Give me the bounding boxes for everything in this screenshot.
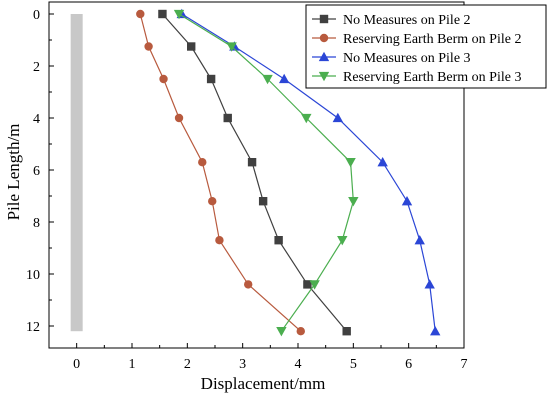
data-point [430, 326, 441, 336]
data-point [274, 236, 283, 245]
data-point [348, 197, 359, 207]
data-point [158, 9, 167, 19]
legend-entry: No Measures on Pile 2 [312, 13, 471, 28]
data-point [309, 280, 320, 290]
data-point [173, 9, 185, 20]
data-point [278, 73, 290, 84]
data-point [258, 197, 268, 206]
data-point [244, 280, 253, 289]
data-point [215, 236, 224, 245]
legend-marker [319, 14, 329, 24]
data-point [159, 74, 168, 84]
data-point [301, 113, 312, 124]
legend-marker [318, 51, 330, 62]
x-tick-label: 0 [73, 357, 80, 372]
data-point [144, 42, 153, 51]
y-tick-label: 4 [33, 112, 40, 127]
x-tick-label: 1 [129, 357, 136, 372]
legend-entry: Reserving Earth Berm on Pile 3 [312, 70, 521, 85]
legend-marker [318, 71, 330, 82]
data-point [303, 280, 312, 289]
series-layer [136, 8, 441, 337]
data-point [262, 74, 273, 85]
x-axis: 0 1 2 3 4 5 6 7 [48, 343, 468, 372]
y-tick-label: 0 [33, 8, 40, 23]
legend-label: No Measures on Pile 2 [343, 13, 471, 28]
x-tick-label: 7 [461, 357, 468, 372]
y-tick-label: 12 [26, 320, 40, 335]
x-tick-label: 2 [184, 357, 191, 372]
data-point [226, 42, 237, 52]
data-point [223, 113, 232, 123]
x-axis-title: Displacement/mm [201, 374, 326, 393]
legend: No Measures on Pile 2 Reserving Earth Ber… [305, 4, 547, 89]
y-tick-label: 6 [33, 164, 40, 179]
data-point [198, 158, 207, 167]
x-tick-label: 3 [239, 357, 246, 372]
y-axis: 0 2 4 6 8 10 12 [26, 8, 54, 335]
data-point [276, 327, 287, 337]
data-point [206, 74, 216, 84]
legend-marker [319, 33, 329, 43]
data-point [332, 112, 344, 123]
legend-entry: No Measures on Pile 3 [312, 51, 471, 66]
legend-label: Reserving Earth Berm on Pile 3 [343, 70, 521, 85]
data-point [247, 158, 257, 167]
y-tick-label: 10 [26, 268, 40, 283]
data-point [187, 42, 196, 51]
data-point [342, 327, 351, 336]
legend-entry: Reserving Earth Berm on Pile 2 [312, 32, 521, 47]
data-point [136, 9, 145, 19]
pile-bar-layer [70, 14, 83, 332]
data-point [401, 196, 413, 206]
x-tick-label: 5 [350, 357, 357, 372]
series-2 [136, 9, 305, 336]
data-point [174, 113, 184, 123]
legend-label: No Measures on Pile 3 [343, 51, 471, 66]
data-point [296, 327, 305, 336]
series-line [139, 13, 302, 332]
series-4 [173, 9, 359, 337]
data-point [424, 279, 435, 289]
plot-frame [48, 1, 465, 349]
data-point [345, 158, 356, 168]
data-point [377, 157, 388, 167]
series-3 [176, 8, 441, 336]
data-point [208, 197, 217, 206]
legend-box [305, 4, 547, 89]
pile-bar [70, 14, 83, 332]
y-tick-label: 2 [33, 60, 40, 75]
y-axis-title: Pile Length/m [4, 124, 23, 221]
x-tick-label: 4 [295, 357, 302, 372]
series-1 [158, 9, 351, 336]
y-tick-label: 8 [33, 216, 40, 231]
data-point [414, 235, 425, 245]
legend-label: Reserving Earth Berm on Pile 2 [343, 32, 521, 47]
x-tick-label: 6 [405, 357, 412, 372]
data-point [337, 236, 348, 246]
